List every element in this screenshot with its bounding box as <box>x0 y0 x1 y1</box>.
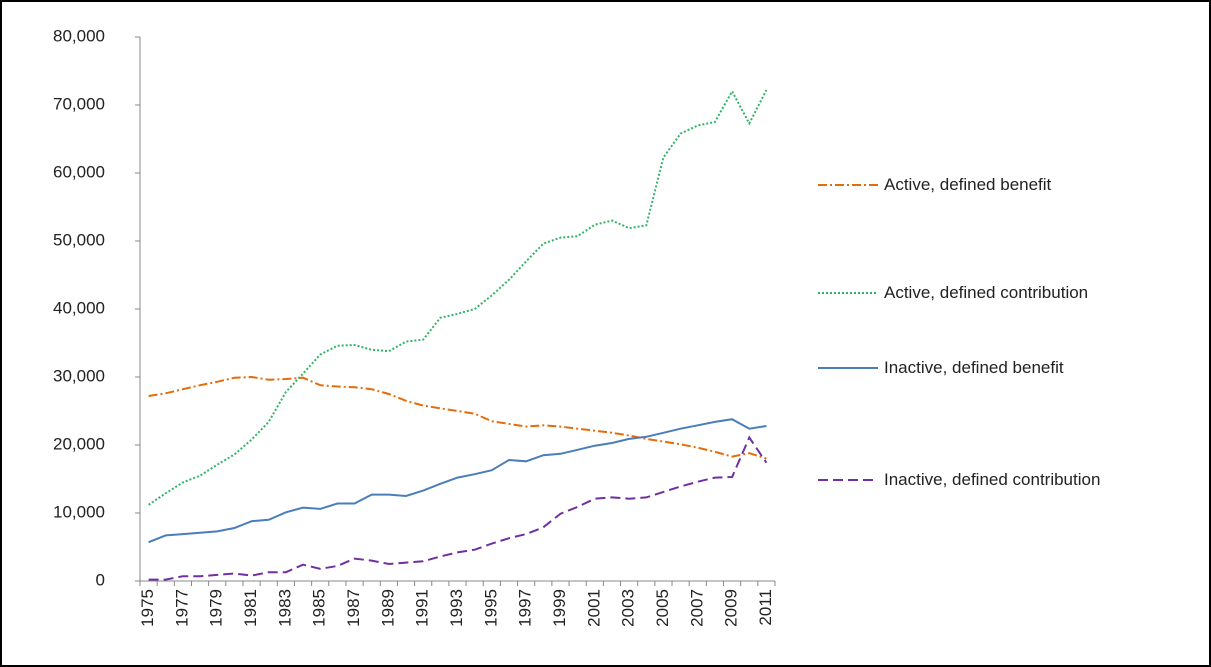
y-tick-label: 20,000 <box>53 434 105 453</box>
x-tick-label: 1997 <box>516 589 535 627</box>
x-tick-label: 2003 <box>619 589 638 627</box>
x-tick-label: 2005 <box>653 589 672 627</box>
y-tick-label: 70,000 <box>53 94 105 113</box>
x-tick-label: 1981 <box>241 589 260 627</box>
series-line <box>148 435 768 581</box>
x-tick-label: 2009 <box>722 589 741 627</box>
y-tick-label: 80,000 <box>53 26 105 45</box>
x-tick-label: 1985 <box>310 589 329 627</box>
x-tick-label: 1999 <box>550 589 569 627</box>
x-tick-label: 1983 <box>275 589 294 627</box>
y-tick-label: 50,000 <box>53 230 105 249</box>
y-tick-label: 60,000 <box>53 162 105 181</box>
y-tick-label: 0 <box>96 570 105 589</box>
legend-label: Active, defined benefit <box>884 175 1052 194</box>
series-line <box>148 375 767 460</box>
y-tick-label: 40,000 <box>53 298 105 317</box>
y-tick-label: 10,000 <box>53 502 105 521</box>
series-line <box>148 418 767 544</box>
x-tick-label: 2011 <box>756 589 775 626</box>
x-tick-label: 2001 <box>584 589 603 627</box>
y-tick-label: 30,000 <box>53 366 105 385</box>
x-tick-label: 1993 <box>447 589 466 627</box>
legend-label: Inactive, defined contribution <box>884 470 1101 489</box>
legend-label: Inactive, defined benefit <box>884 358 1064 377</box>
x-tick-label: 2007 <box>687 589 706 627</box>
x-tick-label: 1975 <box>138 589 157 627</box>
legend-label: Active, defined contribution <box>884 283 1089 302</box>
x-tick-label: 1991 <box>413 589 432 627</box>
x-tick-label: 1979 <box>207 589 226 627</box>
x-tick-label: 1989 <box>378 589 397 627</box>
x-tick-label: 1977 <box>172 589 191 627</box>
x-tick-label: 1995 <box>481 589 500 627</box>
x-tick-label: 1987 <box>344 589 363 627</box>
